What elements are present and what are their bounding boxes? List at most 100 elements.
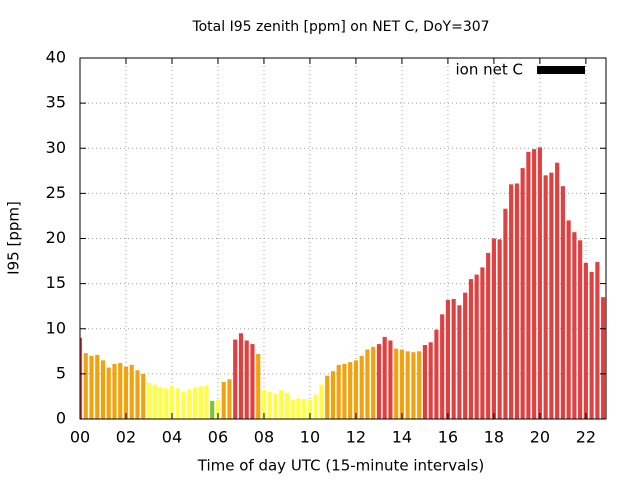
bar: [221, 381, 226, 419]
bar: [348, 362, 353, 419]
bar: [376, 344, 381, 419]
axes: 0 5 10 15 20 25 30 35 40 00 02 04 06 08 10 12 14 16 18 20 22…: [46, 48, 607, 447]
bar: [123, 366, 129, 419]
bar: [526, 151, 531, 419]
bar: [152, 384, 157, 419]
x-tick-label: 14: [392, 428, 412, 447]
legend-swatch: [537, 66, 585, 74]
x-tick-label: 08: [254, 428, 274, 447]
y-tick-label: 25: [46, 183, 66, 202]
y-tick-label: 35: [46, 93, 66, 112]
y-tick-label: 5: [56, 363, 66, 382]
bar: [215, 400, 221, 419]
bar: [210, 400, 215, 419]
y-tick-label: 30: [46, 138, 66, 157]
legend-label: ion net C: [456, 61, 523, 79]
y-tick-label: 10: [46, 318, 66, 337]
bar: [244, 340, 249, 419]
x-tick-label: 12: [346, 428, 366, 447]
bar: [509, 184, 514, 419]
bar: [520, 168, 525, 419]
bar: [175, 388, 180, 419]
bar: [89, 355, 94, 419]
bar: [95, 354, 100, 419]
bar: [146, 382, 152, 419]
bar: [394, 348, 399, 419]
bar: [164, 388, 169, 419]
bar: [112, 363, 117, 419]
bar: [227, 379, 232, 419]
bar: [100, 360, 106, 419]
bar: [491, 238, 496, 419]
y-axis-label: I95 [ppm]: [5, 201, 23, 275]
bar: [313, 394, 318, 419]
bar: [169, 386, 175, 419]
bar: [141, 373, 146, 419]
y-tick-label: 20: [46, 228, 66, 247]
bar: [382, 336, 387, 419]
bar: [118, 363, 123, 419]
x-tick-label: 00: [70, 428, 90, 447]
bar: [457, 305, 462, 419]
bar: [198, 386, 203, 419]
bar: [572, 232, 577, 419]
bar: [365, 349, 370, 419]
bar: [290, 400, 295, 419]
bar: [497, 239, 502, 419]
bar: [560, 186, 565, 419]
bar: [583, 262, 588, 419]
bar: [514, 183, 519, 419]
bar: [106, 367, 111, 419]
bar: [422, 344, 427, 419]
plot-frame: [79, 57, 607, 420]
bar: [399, 349, 404, 419]
bar: [486, 252, 491, 419]
bar: [319, 384, 324, 419]
x-axis-label: Time of day UTC (15-minute intervals): [197, 457, 484, 475]
bar: [578, 240, 583, 419]
bar: [83, 353, 88, 419]
bar: [353, 360, 359, 419]
bar: [261, 390, 267, 419]
bar: [181, 391, 186, 419]
bar: [428, 342, 433, 419]
bar: [555, 162, 560, 419]
bar: [296, 398, 301, 419]
y-tick-label: 15: [46, 273, 66, 292]
x-tick-label: 22: [576, 428, 596, 447]
bar: [307, 400, 313, 419]
bar: [532, 149, 537, 419]
bar: [549, 172, 554, 419]
bar: [135, 370, 140, 419]
x-tick-label: 06: [208, 428, 228, 447]
bar: [480, 267, 485, 419]
bar: [204, 385, 209, 419]
bar: [440, 314, 445, 419]
bar: [388, 340, 393, 419]
x-tick-label: 18: [484, 428, 504, 447]
bar: [238, 333, 244, 419]
bar: [417, 351, 422, 419]
bar: [325, 375, 330, 419]
x-tick-label: 20: [530, 428, 550, 447]
bar: [371, 346, 376, 419]
x-tick-label: 16: [438, 428, 458, 447]
bar: [359, 355, 364, 419]
bar: [256, 354, 261, 419]
bar: [80, 337, 83, 419]
bar: [434, 329, 439, 419]
bar: [250, 344, 255, 419]
bar: [336, 364, 341, 419]
bar: [463, 292, 468, 419]
bar: [187, 389, 192, 419]
bar: [342, 363, 347, 419]
bar: [129, 364, 134, 419]
bar: [411, 352, 416, 419]
x-tick-label: 02: [116, 428, 136, 447]
bar: [543, 175, 548, 419]
bar: [158, 387, 163, 419]
bar: [267, 391, 272, 419]
bar: [330, 371, 336, 419]
x-tick-label: 04: [162, 428, 182, 447]
bar: [284, 392, 290, 419]
